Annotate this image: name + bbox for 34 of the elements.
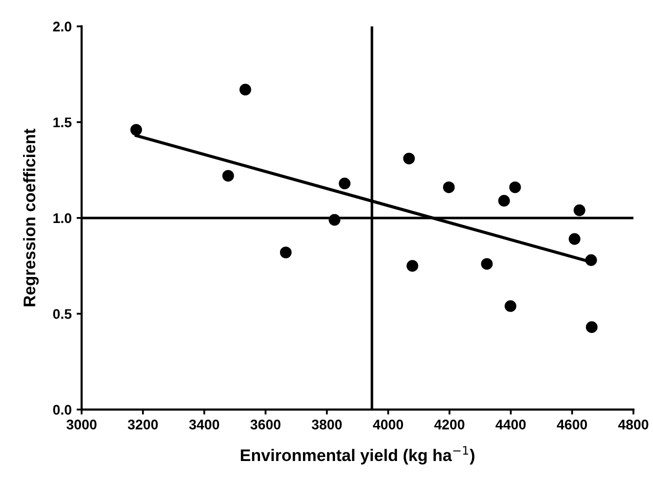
- x-tick-label: 4600: [556, 420, 587, 430]
- x-tick-label: 3200: [128, 420, 158, 430]
- point: [481, 258, 493, 270]
- point: [130, 124, 142, 136]
- point: [586, 321, 598, 333]
- point: [443, 181, 455, 194]
- x-tick-label: 4400: [496, 420, 526, 430]
- x-tick-label: 3000: [66, 420, 97, 430]
- y-tick-label: 0.0: [53, 404, 72, 415]
- point: [568, 233, 580, 245]
- point: [504, 300, 516, 312]
- point: [403, 152, 415, 164]
- x-tick-label: 3400: [189, 420, 220, 430]
- y-tick-label: 1.5: [53, 118, 72, 128]
- y-axis-title: Regression coefficient: [23, 128, 39, 306]
- point: [585, 254, 597, 266]
- x-tick-label: 4000: [372, 420, 404, 430]
- x-tick-label: 3800: [312, 420, 342, 430]
- x-tick-label: 3600: [250, 420, 280, 430]
- point: [338, 178, 350, 190]
- point: [509, 181, 521, 194]
- y-tick-label: 0.5: [53, 309, 72, 319]
- x-tick-label: 4800: [618, 420, 648, 430]
- y-tick-label: 1.0: [53, 213, 72, 224]
- point: [222, 170, 234, 182]
- point: [498, 194, 510, 207]
- point: [574, 204, 586, 216]
- y-tick-label: 2.0: [53, 22, 72, 32]
- point: [328, 214, 340, 226]
- point: [280, 246, 292, 258]
- point: [239, 84, 252, 96]
- x-axis-title: Environmental yield (kg ha$^{−1}$): [240, 446, 474, 465]
- x-tick-label: 4200: [434, 420, 464, 430]
- point: [406, 260, 418, 272]
